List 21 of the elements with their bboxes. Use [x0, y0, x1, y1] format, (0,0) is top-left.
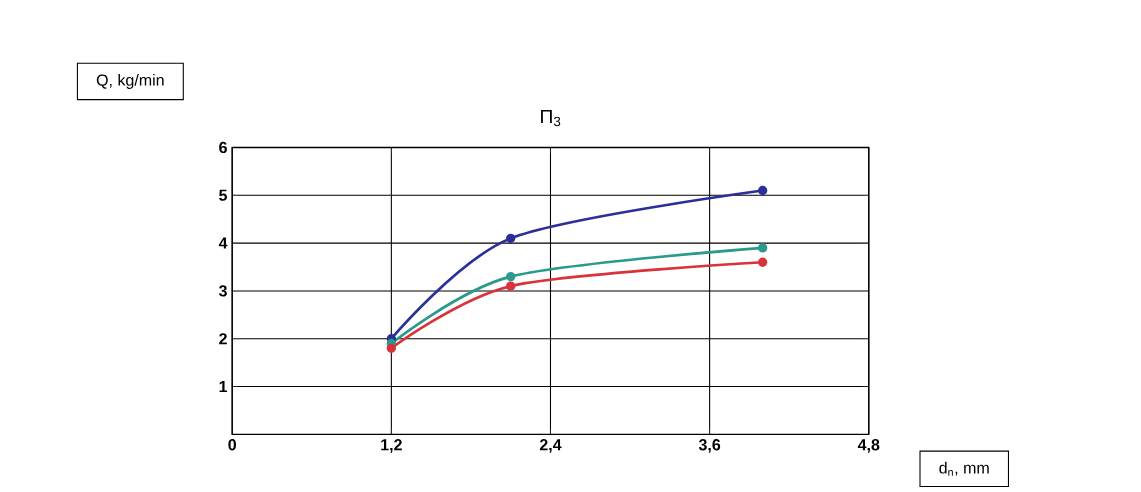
y-tick-label: 6 [219, 141, 227, 153]
y-tick-label: 5 [219, 189, 228, 201]
y-tick-label: 1 [219, 380, 228, 392]
point [506, 281, 516, 291]
x-tick-label: 2,4 [539, 438, 562, 453]
x-tick-label: 4,8 [857, 438, 880, 453]
y-tick-label: 4 [218, 237, 228, 249]
chart-title: Π$_{3}$ [541, 109, 561, 126]
point [506, 271, 516, 282]
x-tick-label: 0 [228, 438, 236, 451]
point [757, 243, 768, 253]
point [757, 185, 768, 195]
x-tick-label: 1,2 [381, 438, 402, 453]
point [386, 343, 397, 353]
point [506, 233, 516, 243]
y-tick-label: 3 [218, 285, 227, 297]
x-tick-label: 3,6 [698, 438, 721, 453]
y-tick-label: 2 [219, 332, 227, 345]
point [757, 257, 768, 267]
y-axis-title: Q, kg/min [96, 73, 164, 89]
x-axis-title: d$_{n}$, mm [939, 461, 989, 476]
